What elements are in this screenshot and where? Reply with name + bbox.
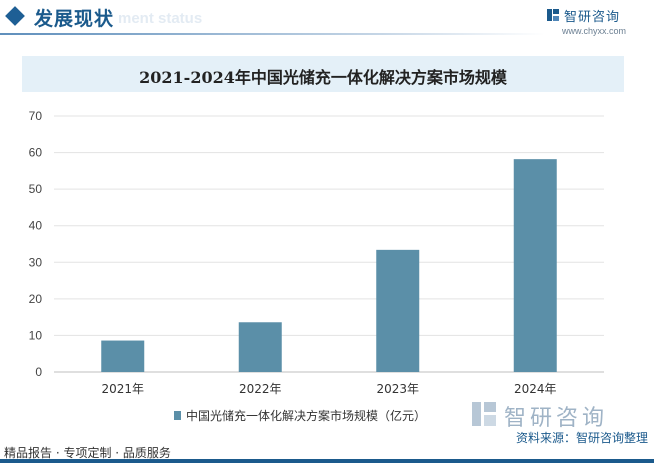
data-source: 资料来源：智研咨询整理 [515, 431, 648, 445]
chart-title-bar: 2021-2024年中国光储充一体化解决方案市场规模 [22, 56, 624, 92]
x-tick-label: 2021年 [101, 382, 144, 396]
header-ghost-text: ment status [118, 10, 203, 27]
x-tick-label: 2022年 [239, 382, 282, 396]
brand-url: www.chyxx.com [562, 26, 627, 36]
x-tick-label: 2024年 [514, 382, 557, 396]
footer-tagline: 精品报告 · 专项定制 · 品质服务 [4, 446, 171, 460]
chart-title: 2021-2024年中国光储充一体化解决方案市场规模 [139, 68, 507, 87]
y-tick-label: 70 [29, 109, 43, 123]
y-tick-label: 0 [35, 365, 42, 379]
brand-name: 智研咨询 [564, 10, 621, 25]
y-tick-label: 30 [29, 255, 43, 269]
x-tick-label: 2023年 [376, 382, 419, 396]
footer-logo: 智研咨询 [470, 400, 640, 431]
bar [376, 249, 420, 372]
section-header: ment status 发展现状 [0, 0, 654, 42]
y-tick-label: 40 [29, 219, 43, 233]
y-tick-label: 50 [29, 182, 43, 196]
footer-logo-mark-icon [472, 402, 496, 426]
header-divider [0, 33, 545, 35]
y-tick-label: 10 [29, 328, 43, 342]
footer-strip [0, 459, 654, 463]
bar [513, 159, 557, 372]
brand-mark-icon [547, 9, 559, 21]
legend-label: 中国光储充一体化解决方案市场规模（亿元） [186, 408, 426, 423]
y-tick-label: 20 [29, 292, 43, 306]
bar [238, 322, 282, 372]
section-title: 发展现状 [34, 8, 115, 30]
brand-logo: 智研咨询 www.chyxx.com [546, 6, 636, 40]
y-tick-label: 60 [29, 146, 43, 160]
legend-swatch [174, 411, 181, 420]
bar [101, 340, 145, 372]
footer-logo-name: 智研咨询 [504, 406, 609, 431]
